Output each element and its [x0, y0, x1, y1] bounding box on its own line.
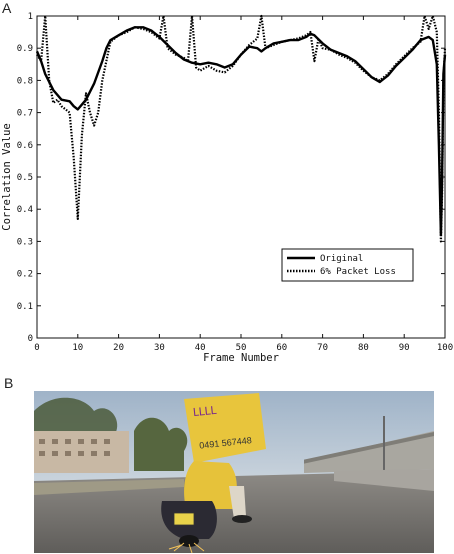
- rider-shoe: [232, 515, 252, 523]
- x-tick-label: 20: [113, 343, 124, 353]
- y-tick-label: 0.7: [17, 109, 33, 119]
- sign-text: ԼԼԼԼ: [192, 405, 217, 419]
- y-tick-label: 0.5: [17, 173, 33, 183]
- x-tick-label: 40: [195, 343, 206, 353]
- series-line-packet-loss: [36, 14, 447, 243]
- sign-board: [184, 393, 266, 463]
- y-tick-label: 0.1: [17, 302, 33, 312]
- panel-label-a: A: [2, 0, 12, 16]
- y-tick-label: 1: [28, 12, 33, 22]
- chart-ticks: 0 10 20 30 40 50 60 70 80 90 100 0 0.1 0.2 0.3 0.4 0.5 0.…: [17, 12, 453, 353]
- y-tick-label: 0.8: [17, 76, 33, 86]
- building-windows: [39, 439, 110, 456]
- plot-frame: [36, 15, 446, 339]
- y-tick-label: 0.9: [17, 44, 33, 54]
- y-tick-label: 0.3: [17, 237, 33, 247]
- x-tick-label: 0: [34, 343, 39, 353]
- x-tick-label: 30: [154, 343, 165, 353]
- rider-leg: [229, 486, 246, 519]
- video-frame-photo: ԼԼԼԼ 0491 567448: [34, 391, 434, 553]
- scooter-wheel: [179, 535, 199, 547]
- x-tick-label: 90: [399, 343, 410, 353]
- y-tick-label: 0: [28, 334, 33, 344]
- chart-series: [35, 14, 447, 243]
- x-tick-label: 50: [236, 343, 247, 353]
- scooter-scene-illustration: ԼԼԼԼ 0491 567448: [34, 391, 434, 553]
- trees-mid: [134, 417, 188, 471]
- y-tick-label: 0.4: [17, 205, 33, 215]
- sparks: [168, 542, 205, 553]
- legend-label-packet-loss: 6% Packet Loss: [320, 267, 396, 277]
- correlation-line-chart: 0 10 20 30 40 50 60 70 80 90 100 0 0.1 0.2 0.3 0.4 0.5 0.…: [1, 12, 453, 364]
- y-axis-label: Correlation Value: [1, 123, 13, 230]
- x-tick-label: 100: [437, 343, 453, 353]
- y-tick-label: 0.6: [17, 141, 33, 151]
- x-tick-label: 10: [72, 343, 83, 353]
- legend-label-original: Original: [320, 254, 363, 264]
- road-median: [34, 479, 184, 495]
- panel-label-b: B: [4, 375, 14, 391]
- chart-legend: Original 6% Packet Loss: [281, 248, 414, 282]
- x-tick-label: 70: [317, 343, 328, 353]
- x-axis-label: Frame Number: [203, 352, 279, 364]
- chart-axes: [36, 15, 446, 339]
- series-line-original: [35, 26, 447, 237]
- rider-body: [184, 461, 237, 509]
- legend-box: [281, 248, 414, 282]
- x-tick-label: 60: [276, 343, 287, 353]
- curb-right: [334, 469, 434, 491]
- license-plate: [173, 512, 195, 526]
- bridge-rail: [304, 431, 434, 464]
- y-tick-label: 0.2: [17, 270, 33, 280]
- x-tick-label: 80: [358, 343, 369, 353]
